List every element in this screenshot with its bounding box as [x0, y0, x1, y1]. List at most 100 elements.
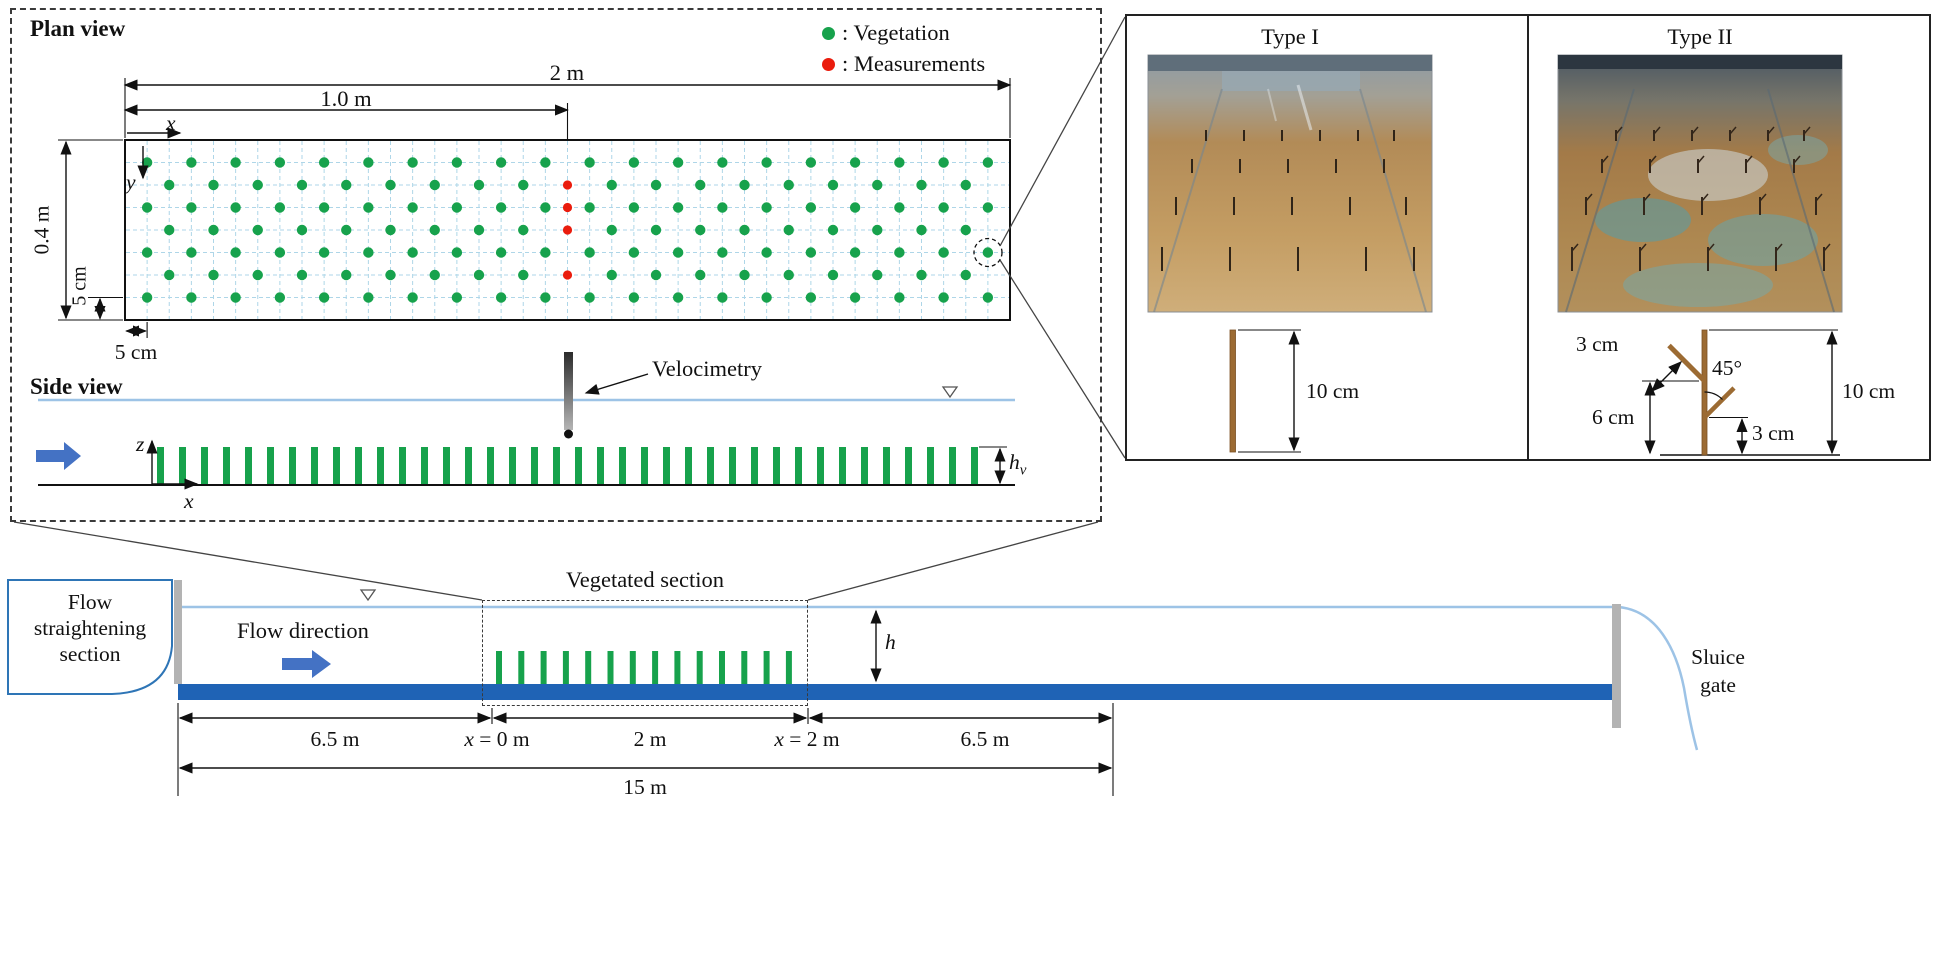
vegetation-dot	[894, 157, 905, 168]
vegetation-stem	[674, 651, 681, 684]
type-ii-schematic	[1642, 329, 1840, 456]
vegetation-dot	[341, 269, 352, 281]
vegetation-dot	[341, 224, 352, 236]
straightening-line2: straightening	[33, 616, 147, 640]
vegetation-dot	[695, 179, 706, 191]
dim-x0-label: x = 0 m	[464, 727, 530, 751]
plant-branch	[1691, 126, 1699, 135]
vegetation-dot	[717, 292, 728, 303]
vegetation-stem	[509, 447, 516, 484]
vegetation-dot	[473, 224, 485, 236]
vegetation-dot	[274, 157, 286, 168]
plant-branch	[1759, 193, 1767, 202]
vegetation-stem	[861, 447, 868, 484]
vegetation-dot	[518, 179, 529, 191]
vegetation-stem	[333, 447, 340, 484]
vegetation-dot	[230, 202, 241, 213]
vegetation-dot	[407, 157, 418, 168]
vegetation-stem	[751, 447, 758, 484]
vegetation-dot	[695, 269, 706, 281]
vegetation-dot	[761, 292, 772, 303]
velocimetry-label: Velocimetry	[652, 356, 762, 381]
vegetation-dot	[938, 202, 949, 213]
vegetation-dot	[695, 224, 706, 236]
flume-water-surface	[182, 605, 1699, 751]
vegetation-dot	[318, 157, 330, 168]
vegetation-dot	[650, 269, 662, 281]
vegetation-dot	[982, 157, 994, 168]
vegetation-stem	[785, 651, 792, 684]
vegetation-dot	[739, 224, 750, 236]
vegetation-dot	[960, 179, 971, 191]
vegetation-dot	[872, 179, 883, 191]
dim-5cm-row-label: 5 cm	[68, 266, 91, 306]
vegetation-dot	[473, 269, 485, 281]
plan-view-title: Plan view	[30, 16, 126, 41]
vegetation-dot	[628, 202, 640, 213]
vegetation-stem	[795, 447, 802, 484]
vegetation-stem	[311, 447, 318, 484]
vegetation-dot	[252, 224, 263, 236]
vegetation-dot	[540, 292, 551, 303]
vegetation-dot	[186, 247, 197, 258]
vegetation-stem	[839, 447, 846, 484]
vegetation-dot	[318, 202, 330, 213]
vegetation-dot	[872, 269, 883, 281]
vegetation-dot	[584, 292, 595, 303]
vegetation-dot	[518, 269, 529, 281]
plant-branch	[1707, 243, 1715, 252]
side-z-axis-label: z	[136, 432, 145, 456]
angle-arc	[1704, 391, 1723, 400]
vegetation-dot	[761, 157, 772, 168]
vegetation-dot	[274, 202, 286, 213]
vegetation-dot	[451, 292, 463, 303]
legend-measurements-label: : Measurements	[842, 51, 986, 76]
dim-1m-label: 1.0 m	[320, 86, 372, 111]
vegetation-dot	[230, 292, 241, 303]
plant-branch	[1697, 155, 1705, 164]
plant-branch	[1729, 126, 1737, 135]
vegetation-dot	[164, 179, 175, 191]
vegetation-dot	[938, 292, 949, 303]
vegetation-dot	[429, 269, 440, 281]
vegetation-dot	[982, 292, 994, 303]
vegetation-dot	[429, 224, 440, 236]
vegetation-dot	[982, 202, 994, 213]
type-ii-angle-label: 45°	[1712, 356, 1743, 380]
vegetation-stem	[707, 447, 714, 484]
vegetation-dot	[584, 202, 595, 213]
plant-branch	[1639, 243, 1647, 252]
vegetation-dot	[363, 247, 374, 258]
plan-y-axis-label: y	[126, 170, 136, 194]
dim-right-65-label: 6.5 m	[960, 727, 1010, 751]
flow-direction-arrow-icon	[282, 650, 331, 678]
side-x-axis-label: x	[184, 489, 194, 513]
vegetation-stem	[729, 447, 736, 484]
plant-branch	[1653, 126, 1661, 135]
vegetation-dot	[230, 157, 241, 168]
vegetation-dot	[938, 247, 949, 258]
vegetation-dot	[628, 292, 640, 303]
vegetation-dot	[274, 292, 286, 303]
vegetation-stem	[179, 447, 186, 484]
vegetation-dot	[827, 224, 839, 236]
vegetation-dot	[141, 157, 153, 168]
vegetation-dot	[318, 292, 330, 303]
vegetation-dot	[916, 179, 927, 191]
vegetation-dot	[208, 179, 219, 191]
water-surface-symbol	[941, 386, 959, 399]
sluice-line1: Sluice	[1691, 645, 1745, 669]
legend-vegetation-label: : Vegetation	[842, 20, 950, 45]
vegetation-dot	[783, 179, 794, 191]
vegetation-dot	[296, 179, 308, 191]
type-ii-branch-upright	[1702, 386, 1736, 420]
vegetation-stem	[641, 447, 648, 484]
vegetation-dot	[938, 157, 949, 168]
zoom-connector-left	[13, 521, 483, 601]
plant-branch	[1767, 126, 1775, 135]
vegetation-stem	[531, 447, 538, 484]
type-ii-branch-upleft	[1667, 343, 1707, 383]
vegetation-stem	[289, 447, 296, 484]
flow-direction-label: Flow direction	[237, 618, 369, 643]
